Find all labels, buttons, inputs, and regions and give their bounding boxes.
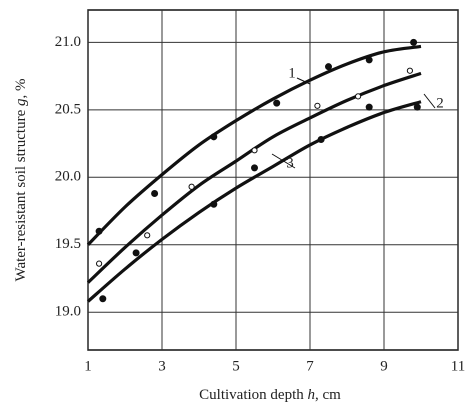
data-point xyxy=(132,249,140,257)
y-axis-label: Water-resistant soil structure g, % xyxy=(13,78,29,281)
data-point xyxy=(365,103,373,111)
y-tick-label: 19.0 xyxy=(55,304,81,320)
data-point xyxy=(188,183,195,190)
data-point xyxy=(413,103,421,111)
data-point xyxy=(410,38,418,46)
data-point xyxy=(96,260,103,267)
x-tick-label: 1 xyxy=(84,358,92,374)
y-tick-label: 20.5 xyxy=(55,101,81,117)
series-label: 1 xyxy=(288,65,296,81)
data-point xyxy=(210,133,218,141)
data-point xyxy=(144,232,151,239)
label-leader xyxy=(296,77,311,85)
series-label: 2 xyxy=(436,95,444,111)
data-point xyxy=(95,227,103,235)
data-point xyxy=(406,67,413,74)
data-point xyxy=(317,136,325,144)
x-label-unit: , cm xyxy=(315,387,341,403)
plot-frame xyxy=(87,9,459,351)
y-label-unit: , % xyxy=(13,78,29,98)
y-tick-label: 20.0 xyxy=(55,169,81,185)
x-tick-label: 5 xyxy=(232,358,240,374)
data-point xyxy=(273,99,281,107)
series-label: 3 xyxy=(286,155,294,171)
x-tick-label: 11 xyxy=(451,358,465,374)
x-label-text: Cultivation depth xyxy=(199,387,307,403)
y-label-text: Water-resistant soil structure xyxy=(13,106,29,282)
y-tick-label: 21.0 xyxy=(55,34,81,50)
data-point xyxy=(251,164,258,172)
y-label-var: g xyxy=(13,98,29,106)
data-point xyxy=(151,189,159,197)
data-point xyxy=(314,102,321,109)
label-leader xyxy=(271,153,296,169)
data-point xyxy=(99,295,107,303)
x-axis-label: Cultivation depth h, cm xyxy=(199,387,341,403)
fit-curve xyxy=(86,44,422,246)
data-point xyxy=(355,93,362,100)
data-point xyxy=(325,63,332,71)
x-label-var: h xyxy=(308,387,316,403)
data-point xyxy=(210,200,218,208)
x-tick-label: 7 xyxy=(306,358,314,374)
label-leader xyxy=(423,93,436,109)
data-point xyxy=(365,56,373,64)
fit-curve xyxy=(86,100,422,303)
x-tick-label: 9 xyxy=(380,358,388,374)
y-tick-label: 19.5 xyxy=(55,236,81,252)
data-point xyxy=(251,147,258,154)
x-tick-label: 3 xyxy=(158,358,166,374)
